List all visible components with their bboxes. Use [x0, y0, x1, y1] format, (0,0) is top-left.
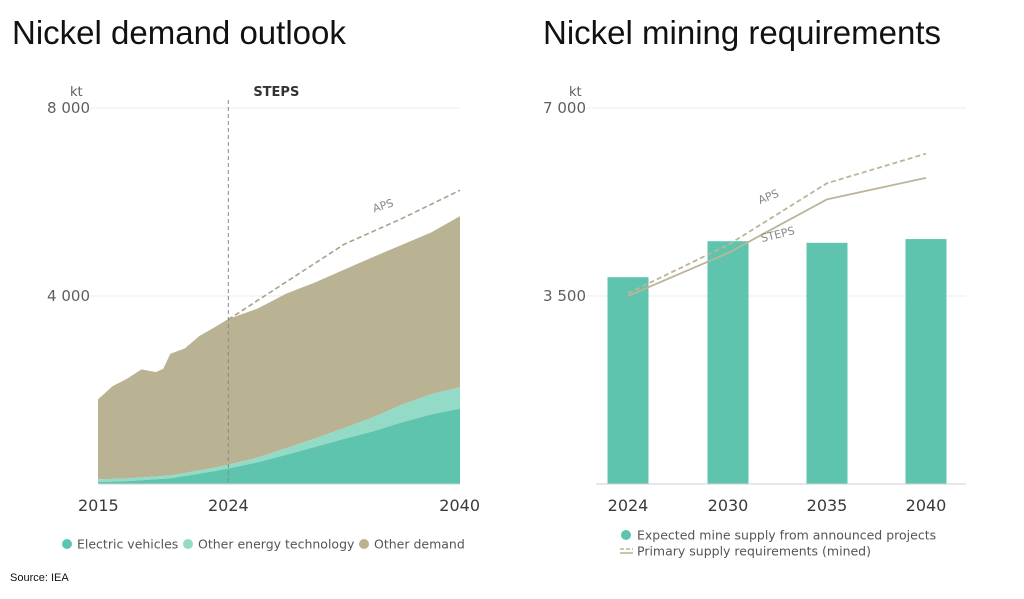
left-y-unit: kt [70, 85, 83, 100]
area-electric-vehicles [98, 408, 460, 484]
legend-swatch-other-energy-technology [183, 539, 193, 549]
legend-label-primary-supply: Primary supply requirements (mined) [637, 544, 871, 559]
right-chart-title: Nickel mining requirements [543, 14, 941, 51]
bar-2040 [905, 239, 947, 484]
legend-swatch-electric-vehicles [62, 539, 72, 549]
right-x-tick-label: 2035 [807, 496, 848, 515]
right-x-tick-label: 2040 [906, 496, 947, 515]
right-y-tick-label: 3 500 [543, 287, 586, 305]
left-x-tick-label: 2024 [208, 496, 249, 515]
legend-swatch-mine-supply [621, 530, 631, 540]
left-y-tick-label: 8 000 [47, 99, 90, 117]
left-x-tick-label: 2015 [78, 496, 119, 515]
right-y-unit: kt [569, 85, 582, 100]
legend-label-mine-supply: Expected mine supply from announced proj… [637, 528, 936, 543]
right-y-tick-label: 7 000 [543, 99, 586, 117]
right-line-aps [627, 152, 927, 295]
right-line-label-aps: APS [756, 187, 780, 207]
left-y-tick-label: 4 000 [47, 287, 90, 305]
source-note: Source: IEA [10, 572, 69, 584]
left-line-label-aps: APS [371, 196, 395, 215]
legend-label-electric-vehicles: Electric vehicles [77, 537, 178, 552]
legend-swatch-other-demand [359, 539, 369, 549]
left-line-aps [227, 189, 461, 321]
right-x-tick-label: 2024 [608, 496, 649, 515]
left-chart-title: Nickel demand outlook [12, 14, 346, 51]
bar-2024 [607, 277, 649, 484]
right-x-tick-label: 2030 [708, 496, 749, 515]
legend-label-other-demand: Other demand [374, 537, 465, 552]
bar-2030 [707, 241, 749, 484]
area-other-demand [98, 216, 460, 480]
right-line-label-steps: STEPS [760, 224, 796, 245]
right-line-steps [627, 176, 927, 297]
left-x-tick-label: 2040 [439, 496, 480, 515]
bar-2035 [806, 242, 848, 484]
legend-label-other-energy-technology: Other energy technology [198, 537, 355, 552]
left-scenario-label: STEPS [253, 85, 299, 100]
